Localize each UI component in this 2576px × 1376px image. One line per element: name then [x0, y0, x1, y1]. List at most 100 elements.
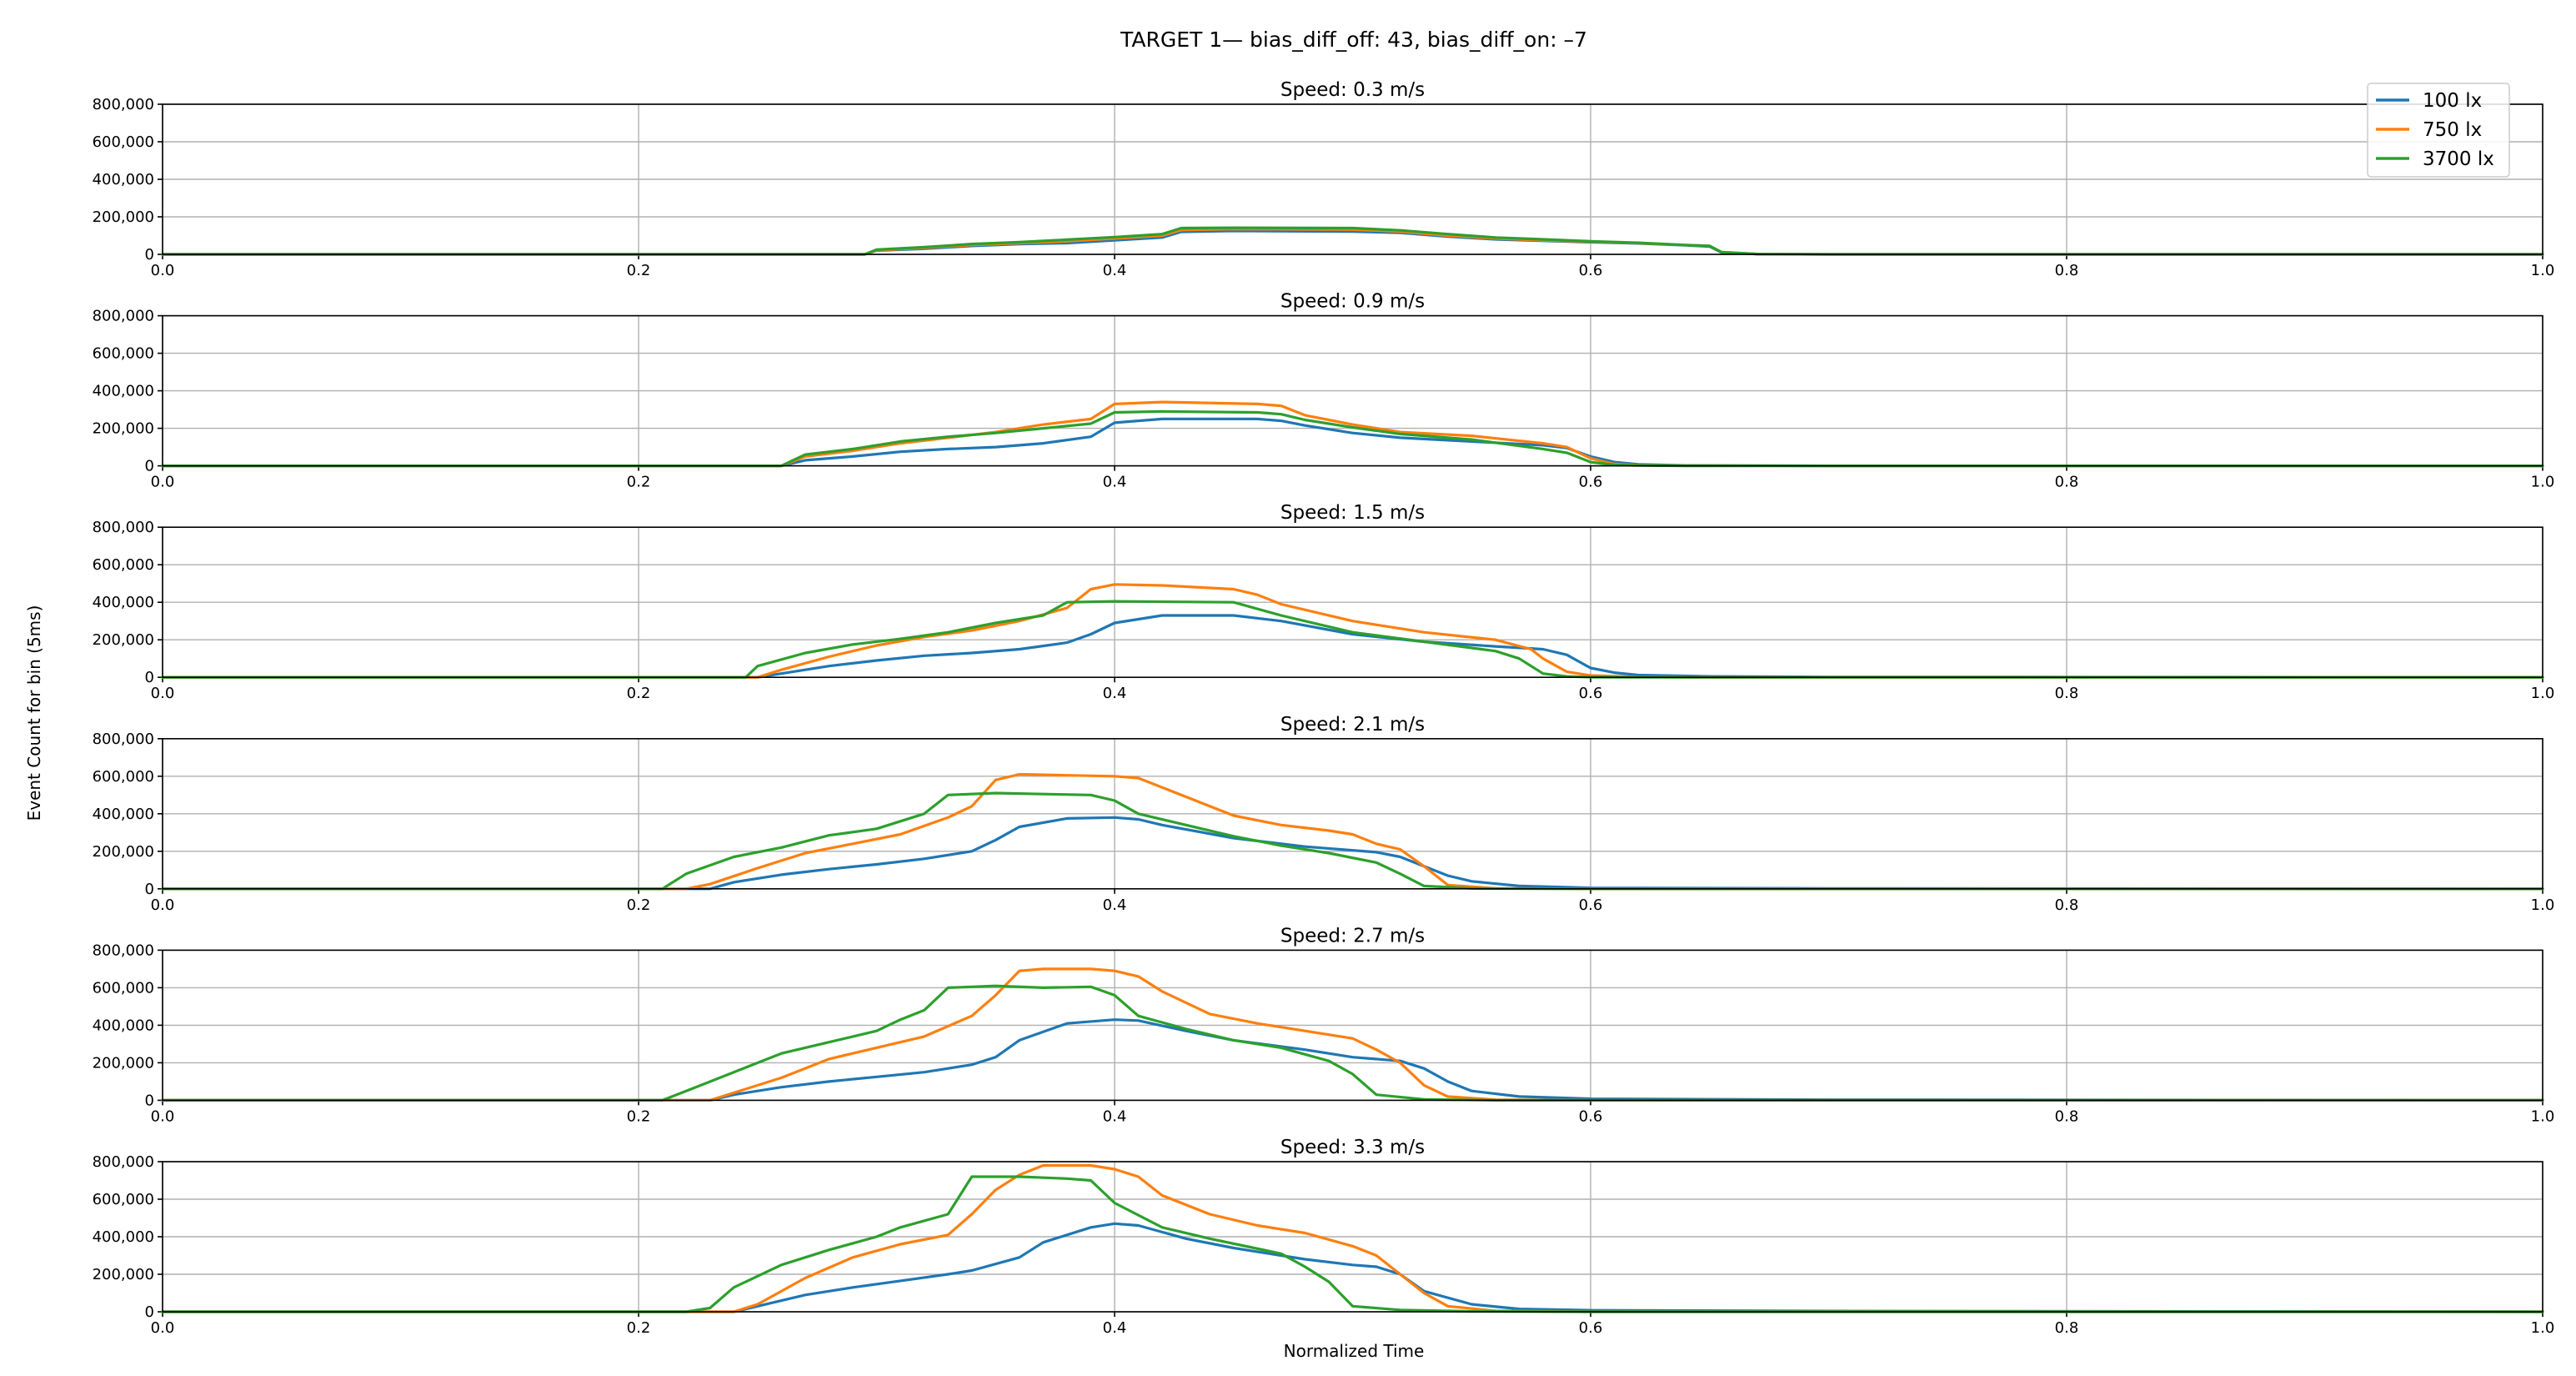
y-tick-label: 800,000: [93, 519, 154, 536]
y-tick-label: 600,000: [93, 979, 154, 997]
x-tick-label: 1.0: [2531, 474, 2555, 491]
x-tick-label: 0.0: [151, 1319, 175, 1337]
y-tick-label: 400,000: [93, 383, 154, 400]
subplot-4: Speed: 2.1 m/s 0.0 0.2 0.4 0.6 0.8 1.0 0 200,000…: [93, 714, 2555, 914]
plot-frame: [162, 1161, 2543, 1313]
x-tick-label: 0.2: [627, 474, 651, 491]
y-tick-label: 600,000: [93, 1191, 154, 1208]
x-tick-label: 0.2: [627, 1107, 651, 1125]
y-tick-label: 0: [145, 1092, 154, 1109]
y-tick-label: 0: [145, 881, 154, 898]
y-tick-label: 800,000: [93, 942, 154, 959]
legend-box: [2367, 83, 2510, 178]
plot-frame: [162, 103, 2543, 255]
x-tick-label: 1.0: [2531, 1107, 2555, 1125]
series-line-100-lx: [161, 816, 2544, 891]
series-line-750-lx: [161, 772, 2544, 891]
y-tick-label: 200,000: [93, 631, 154, 649]
x-tick-label: 1.0: [2531, 685, 2555, 702]
y-tick-label: 400,000: [93, 1017, 154, 1034]
series-line-750-lx: [161, 1163, 2544, 1313]
series-line-3700-lx: [161, 791, 2544, 891]
legend-label: 750 lx: [2423, 119, 2482, 141]
x-tick-label: 0.0: [151, 262, 175, 279]
x-tick-label: 0.4: [1103, 262, 1127, 279]
x-tick-label: 0.0: [151, 685, 175, 702]
x-tick-label: 0.2: [627, 896, 651, 914]
plot-frame: [162, 314, 2543, 467]
series-line-100-lx: [161, 1222, 2544, 1313]
x-tick-label: 0.6: [1579, 262, 1603, 279]
plot-frame: [162, 737, 2543, 890]
y-tick-label: 600,000: [93, 133, 154, 151]
legend-label: 3700 lx: [2423, 148, 2494, 170]
x-tick-label: 0.4: [1103, 1107, 1127, 1125]
x-tick-label: 1.0: [2531, 1319, 2555, 1337]
y-tick-label: 200,000: [93, 208, 154, 226]
series-line-750-lx: [161, 583, 2544, 679]
x-tick-label: 0.8: [2055, 262, 2079, 279]
x-tick-label: 0.2: [627, 685, 651, 702]
subplot-title: Speed: 2.7 m/s: [1280, 925, 1425, 947]
x-tick-label: 0.8: [2055, 896, 2079, 914]
subplot-title: Speed: 2.1 m/s: [1280, 714, 1425, 736]
x-tick-label: 1.0: [2531, 262, 2555, 279]
subplot-2: Speed: 0.9 m/s 0.0 0.2 0.4 0.6 0.8 1.0 0 200,000…: [93, 291, 2555, 491]
subplot-title: Speed: 3.3 m/s: [1280, 1137, 1425, 1158]
x-tick-label: 0.6: [1579, 896, 1603, 914]
x-tick-label: 0.0: [151, 1107, 175, 1125]
subplot-1: Speed: 0.3 m/s 0.0 0.2 0.4 0.6 0.8 1.0 0 200,000…: [93, 79, 2555, 279]
y-tick-label: 0: [145, 1303, 154, 1321]
x-tick-label: 0.0: [151, 474, 175, 491]
x-tick-label: 0.4: [1103, 1319, 1127, 1337]
y-tick-label: 600,000: [93, 556, 154, 574]
series-line-100-lx: [161, 229, 2544, 256]
x-tick-label: 0.6: [1579, 1107, 1603, 1125]
y-tick-label: 400,000: [93, 171, 154, 188]
x-tick-label: 1.0: [2531, 896, 2555, 914]
y-tick-label: 0: [145, 458, 154, 475]
x-tick-label: 0.8: [2055, 1107, 2079, 1125]
x-tick-label: 0.0: [151, 896, 175, 914]
plot-frame: [162, 949, 2543, 1102]
x-axis-label: Normalized Time: [1284, 1341, 1425, 1361]
y-tick-label: 200,000: [93, 420, 154, 438]
x-tick-label: 0.8: [2055, 685, 2079, 702]
series-line-3700-lx: [161, 409, 2544, 468]
figure-title: TARGET 1— bias_diff_off: 43, bias_diff_o…: [1120, 28, 1587, 52]
subplots: Speed: 0.3 m/s 0.0 0.2 0.4 0.6 0.8 1.0 0 200,000…: [93, 79, 2555, 1337]
y-tick-label: 200,000: [93, 1266, 154, 1283]
y-tick-label: 400,000: [93, 806, 154, 823]
subplot-3: Speed: 1.5 m/s 0.0 0.2 0.4 0.6 0.8 1.0 0 200,000…: [93, 502, 2555, 702]
x-tick-label: 0.4: [1103, 685, 1127, 702]
y-tick-label: 0: [145, 669, 154, 686]
series-line-3700-lx: [161, 1175, 2544, 1313]
y-axis-label: Event Count for bin (5ms): [24, 605, 44, 821]
x-tick-label: 0.6: [1579, 474, 1603, 491]
x-tick-label: 0.2: [627, 262, 651, 279]
x-tick-label: 0.8: [2055, 1319, 2079, 1337]
y-tick-label: 400,000: [93, 594, 154, 611]
y-tick-label: 400,000: [93, 1228, 154, 1246]
y-tick-label: 800,000: [93, 731, 154, 748]
y-tick-label: 600,000: [93, 768, 154, 786]
y-tick-label: 800,000: [93, 96, 154, 113]
subplot-title: Speed: 0.9 m/s: [1280, 291, 1425, 313]
subplot-5: Speed: 2.7 m/s 0.0 0.2 0.4 0.6 0.8 1.0 0 200,000…: [93, 925, 2555, 1125]
series-line-750-lx: [161, 967, 2544, 1102]
y-tick-label: 200,000: [93, 843, 154, 861]
y-tick-label: 800,000: [93, 308, 154, 325]
series-line-100-lx: [161, 417, 2544, 468]
subplot-title: Speed: 0.3 m/s: [1280, 79, 1425, 101]
x-tick-label: 0.6: [1579, 1319, 1603, 1337]
x-tick-label: 0.8: [2055, 474, 2079, 491]
y-tick-label: 600,000: [93, 345, 154, 363]
y-tick-label: 200,000: [93, 1054, 154, 1072]
plot-frame: [162, 526, 2543, 679]
subplot-title: Speed: 1.5 m/s: [1280, 502, 1425, 524]
series-line-3700-lx: [161, 226, 2544, 256]
series-line-100-lx: [161, 1018, 2544, 1102]
legend: 100 lx 750 lx 3700 lx: [2367, 83, 2510, 178]
y-tick-label: 0: [145, 246, 154, 264]
